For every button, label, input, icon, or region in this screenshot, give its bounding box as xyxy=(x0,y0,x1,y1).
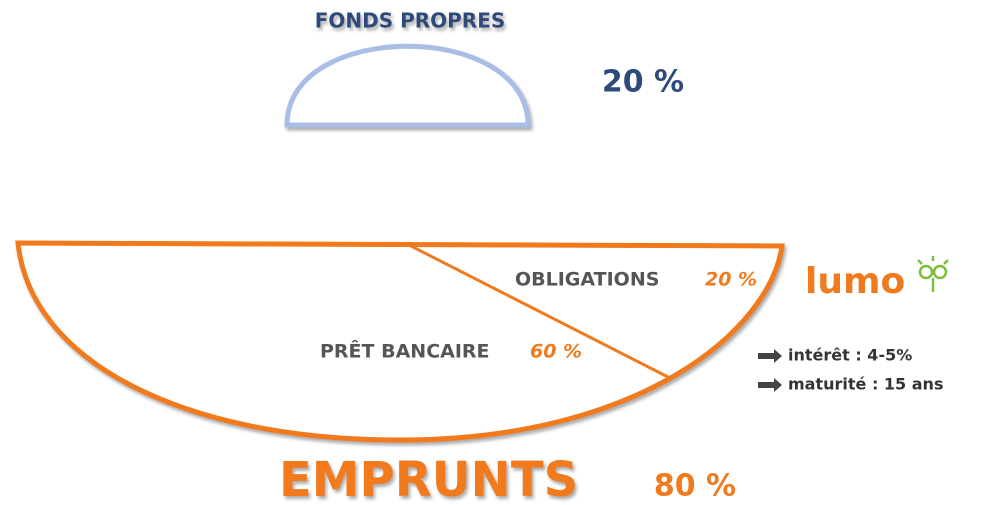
logo: lumo xyxy=(805,261,905,302)
part-share: 20 % xyxy=(705,269,757,291)
equity-title: FONDS PROPRES xyxy=(315,9,506,33)
equity-dome xyxy=(284,43,531,128)
part-label: OBLIGATIONS xyxy=(515,269,659,291)
part-share: 60 % xyxy=(530,341,582,363)
note: maturité : 15 ans xyxy=(788,375,943,394)
equity-share: 20 % xyxy=(602,65,684,100)
arrow xyxy=(758,349,782,392)
loans-bowl xyxy=(15,240,785,443)
logo-icon xyxy=(917,256,949,292)
part-label: PRÊT BANCAIRE xyxy=(320,340,490,363)
divider xyxy=(404,241,671,380)
loans-title: EMPRUNTS xyxy=(279,452,578,505)
note: intérêt : 4-5% xyxy=(788,346,912,365)
loans-share: 80 % xyxy=(654,469,736,504)
